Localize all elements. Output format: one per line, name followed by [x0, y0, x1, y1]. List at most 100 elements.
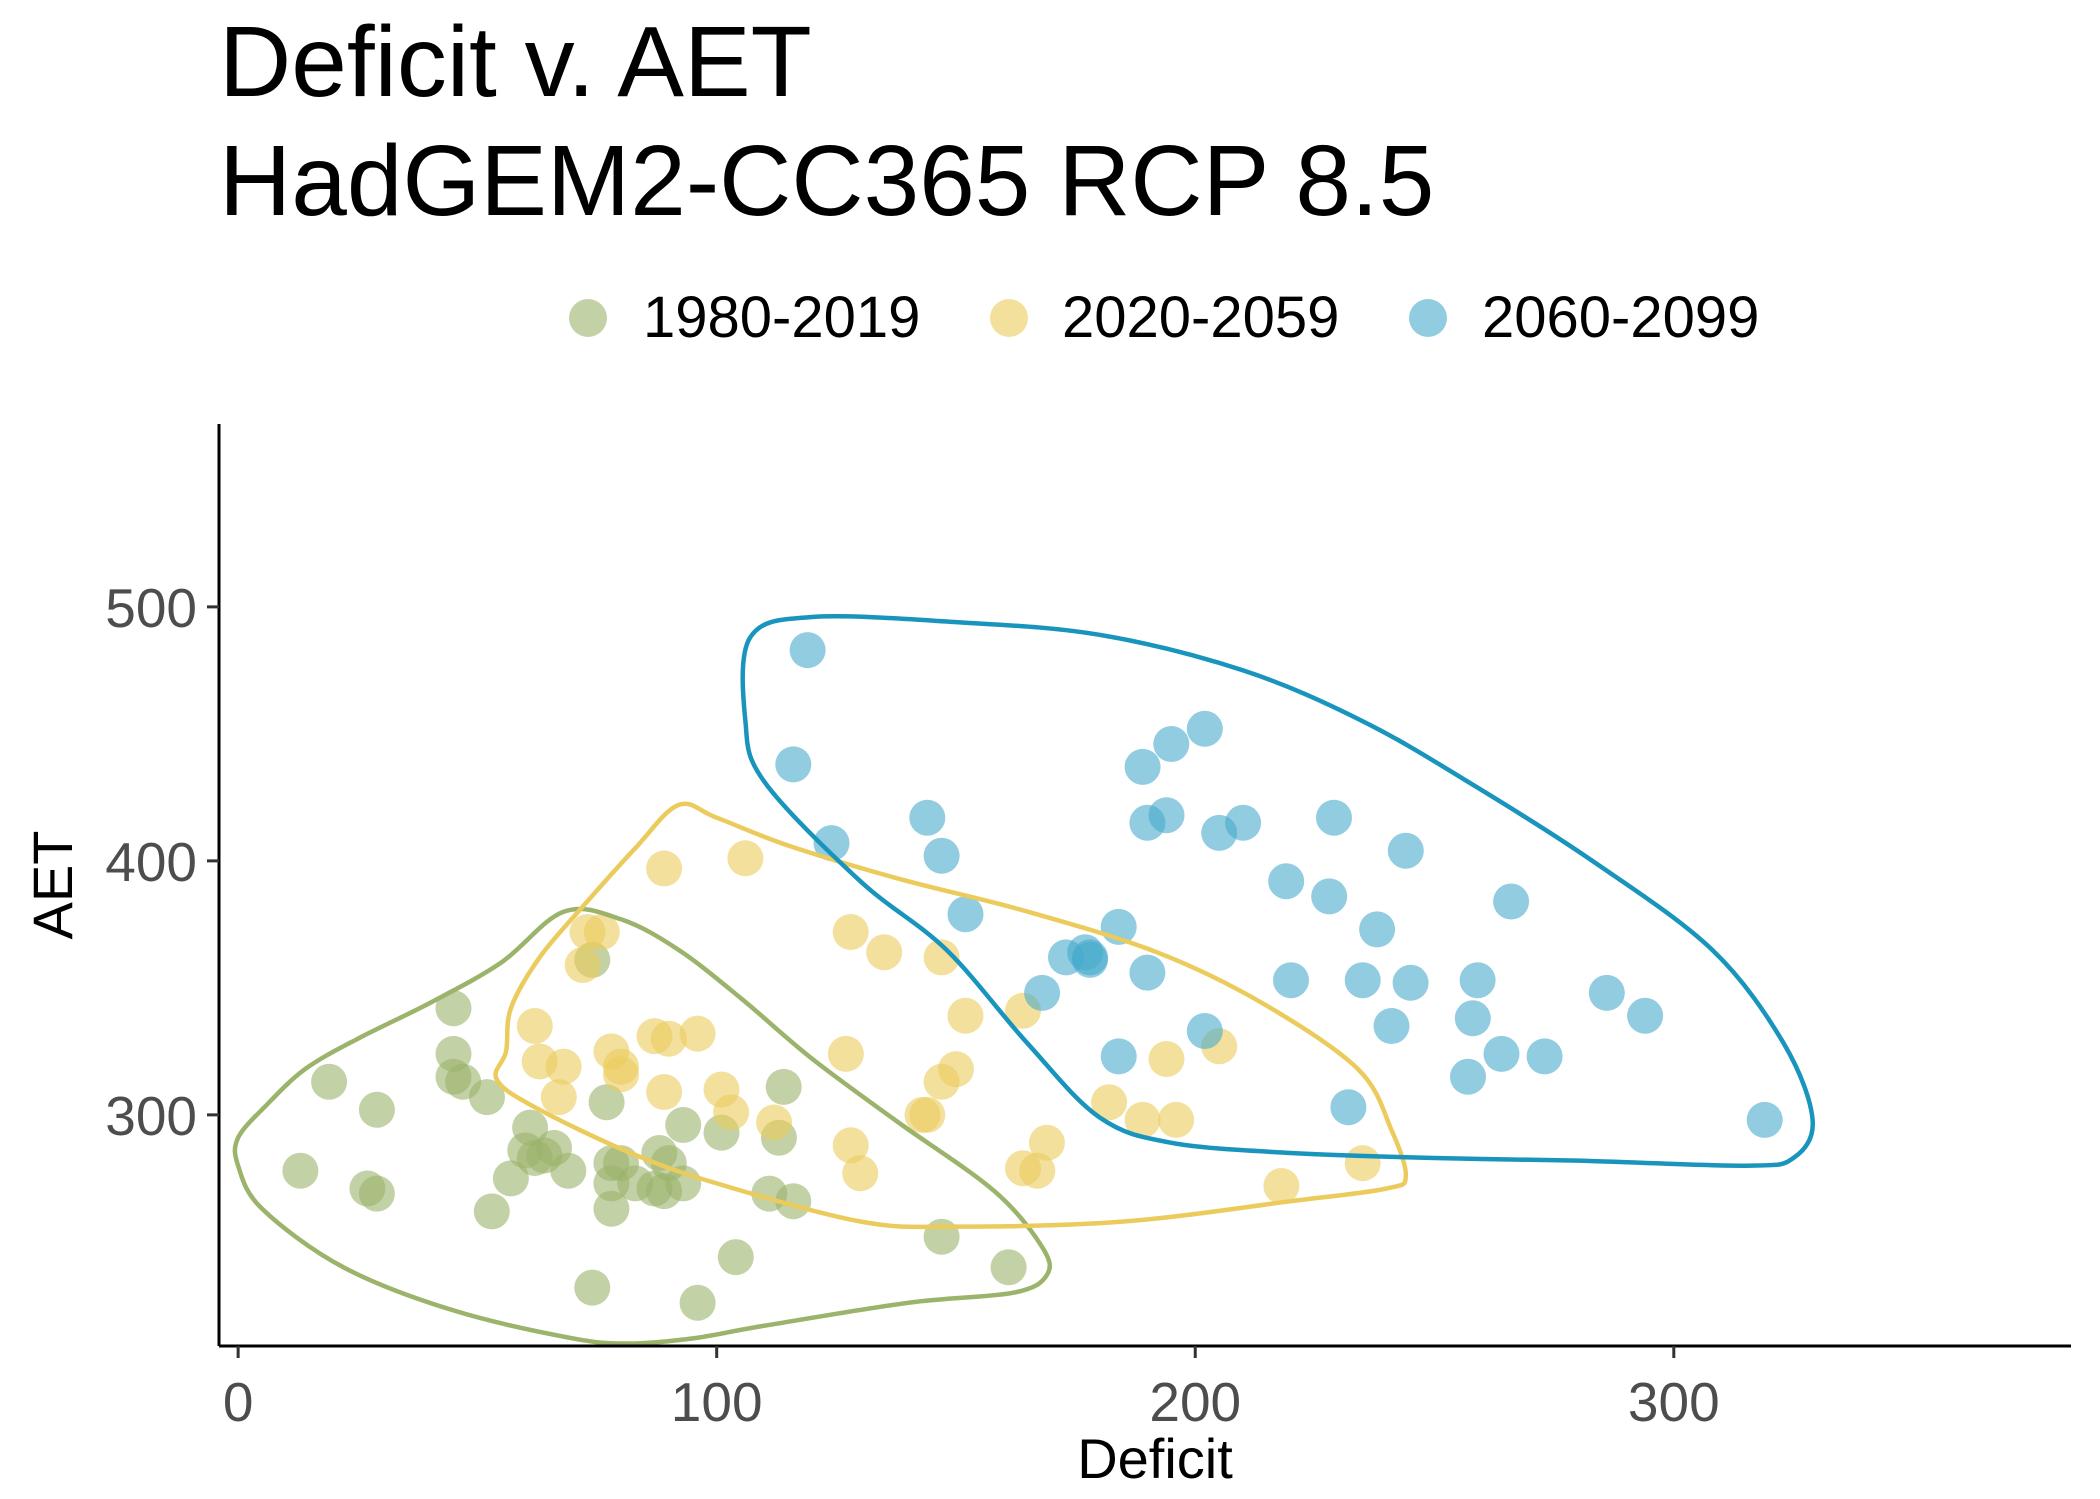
- data-point-1980-2019-32: [679, 1284, 716, 1321]
- legend-label-2060-2099: 2060-2099: [1482, 285, 1759, 350]
- data-point-2020-2059-13: [650, 1020, 687, 1057]
- data-point-2020-2059-25: [909, 1096, 946, 1133]
- x-axis-title: Deficit: [1077, 1427, 1233, 1490]
- data-point-2060-2099-1: [789, 632, 826, 669]
- data-point-1980-2019-30: [665, 1107, 702, 1143]
- data-point-2020-2059-17: [727, 840, 764, 877]
- legend-label-2020-2059: 2020-2059: [1062, 285, 1339, 350]
- data-point-2060-2099-10: [1072, 941, 1108, 978]
- data-point-2060-2099-27: [1344, 962, 1381, 999]
- data-point-2020-2059-0: [516, 1008, 553, 1044]
- data-point-2060-2099-3: [909, 799, 946, 836]
- data-point-1980-2019-3: [358, 1175, 395, 1212]
- data-point-2020-2059-26: [923, 939, 960, 976]
- data-point-1980-2019-9: [473, 1193, 510, 1230]
- data-point-1980-2019-40: [923, 1218, 960, 1255]
- data-point-2060-2099-32: [1450, 1058, 1486, 1095]
- data-point-2020-2059-11: [646, 1074, 683, 1110]
- data-point-2060-2099-40: [1746, 1101, 1783, 1138]
- data-point-2020-2059-39: [1263, 1168, 1300, 1204]
- data-point-2020-2059-12: [646, 850, 683, 887]
- data-point-2020-2059-20: [832, 914, 869, 950]
- data-point-1980-2019-5: [435, 990, 472, 1027]
- data-point-2060-2099-28: [1359, 911, 1396, 948]
- data-point-2060-2099-6: [1024, 974, 1061, 1011]
- data-point-2060-2099-17: [1153, 726, 1190, 762]
- x-tick-label-300: 300: [1628, 1371, 1720, 1433]
- series-2020-2059: [516, 840, 1381, 1204]
- data-point-1980-2019-37: [765, 1068, 802, 1105]
- data-point-2060-2099-39: [1627, 997, 1664, 1034]
- legend-marker-2020-2059: [990, 299, 1028, 337]
- data-point-2060-2099-34: [1459, 962, 1496, 999]
- data-point-2020-2059-29: [947, 997, 984, 1034]
- legend: 1980-2019 2020-2059 2060-2099: [569, 285, 1759, 350]
- data-point-1980-2019-0: [282, 1152, 319, 1189]
- data-point-1980-2019-11: [492, 1160, 529, 1197]
- data-point-1980-2019-39: [990, 1249, 1027, 1286]
- data-point-2060-2099-22: [1268, 863, 1305, 900]
- data-point-2060-2099-5: [947, 896, 984, 933]
- data-point-2060-2099-14: [1129, 954, 1166, 991]
- data-point-2020-2059-35: [1124, 1101, 1161, 1138]
- y-axis-ticks: 300 400 500: [105, 577, 219, 1147]
- data-point-2060-2099-25: [1316, 799, 1352, 836]
- legend-label-1980-2019: 1980-2019: [643, 285, 920, 350]
- data-point-2060-2099-23: [1273, 962, 1309, 999]
- data-point-2020-2059-37: [1158, 1101, 1195, 1138]
- data-point-1980-2019-13: [512, 1109, 549, 1146]
- plot-area: [232, 614, 1815, 1346]
- data-point-2060-2099-29: [1373, 1008, 1410, 1044]
- data-point-2020-2059-14: [679, 1015, 716, 1052]
- data-point-2060-2099-19: [1186, 710, 1223, 747]
- y-tick-label-300: 300: [105, 1085, 197, 1147]
- outline-1980-2019: [232, 906, 1053, 1346]
- data-point-1980-2019-18: [574, 1269, 611, 1306]
- data-point-1980-2019-1: [311, 1063, 348, 1100]
- data-point-2060-2099-35: [1483, 1035, 1520, 1072]
- data-point-2060-2099-24: [1311, 878, 1348, 915]
- series-1980-2019: [282, 941, 1027, 1321]
- data-point-2020-2059-18: [756, 1104, 793, 1141]
- data-point-2020-2059-4: [564, 947, 601, 983]
- data-point-2020-2059-16: [713, 1094, 750, 1131]
- data-point-1980-2019-17: [550, 1152, 587, 1189]
- data-point-1980-2019-4: [358, 1091, 395, 1128]
- data-point-2020-2059-33: [1028, 1124, 1065, 1161]
- data-point-2020-2059-32: [1019, 1152, 1056, 1189]
- data-point-2020-2059-28: [938, 1051, 974, 1088]
- data-point-2060-2099-18: [1186, 1013, 1223, 1049]
- data-point-2060-2099-26: [1330, 1089, 1367, 1126]
- y-axis-title: AET: [21, 831, 84, 940]
- legend-marker-2060-2099: [1409, 299, 1447, 337]
- chart-subtitle: HadGEM2-CC365 RCP 8.5: [219, 125, 1434, 237]
- data-point-2020-2059-34: [1091, 1084, 1128, 1121]
- data-point-2020-2059-6: [583, 914, 620, 950]
- x-axis-ticks: 0 100 200 300: [223, 1346, 1720, 1433]
- data-point-2060-2099-37: [1526, 1038, 1563, 1075]
- data-point-2060-2099-2: [813, 825, 850, 862]
- data-point-2060-2099-0: [775, 746, 812, 783]
- data-point-2060-2099-30: [1387, 832, 1424, 869]
- x-tick-label-0: 0: [223, 1371, 254, 1433]
- x-tick-label-100: 100: [671, 1371, 763, 1433]
- data-point-2020-2059-3: [545, 1048, 582, 1085]
- data-point-2060-2099-36: [1493, 883, 1530, 920]
- data-point-1980-2019-20: [588, 1084, 625, 1121]
- chart-title: Deficit v. AET: [219, 6, 812, 118]
- y-tick-label-500: 500: [105, 577, 197, 639]
- data-point-2020-2059-9: [603, 1048, 639, 1085]
- data-point-2020-2059-22: [842, 1155, 879, 1192]
- data-point-2020-2059-19: [827, 1035, 864, 1072]
- data-point-1980-2019-10: [469, 1079, 505, 1116]
- data-point-2060-2099-33: [1454, 1000, 1491, 1037]
- data-point-2020-2059-2: [540, 1079, 577, 1116]
- series-2060-2099: [775, 632, 1783, 1138]
- data-point-2060-2099-11: [1100, 1038, 1137, 1075]
- data-point-2060-2099-16: [1148, 797, 1185, 834]
- data-point-2060-2099-21: [1225, 804, 1262, 841]
- data-point-2060-2099-38: [1588, 974, 1625, 1011]
- data-point-2020-2059-21: [832, 1127, 869, 1164]
- y-tick-label-400: 400: [105, 831, 197, 893]
